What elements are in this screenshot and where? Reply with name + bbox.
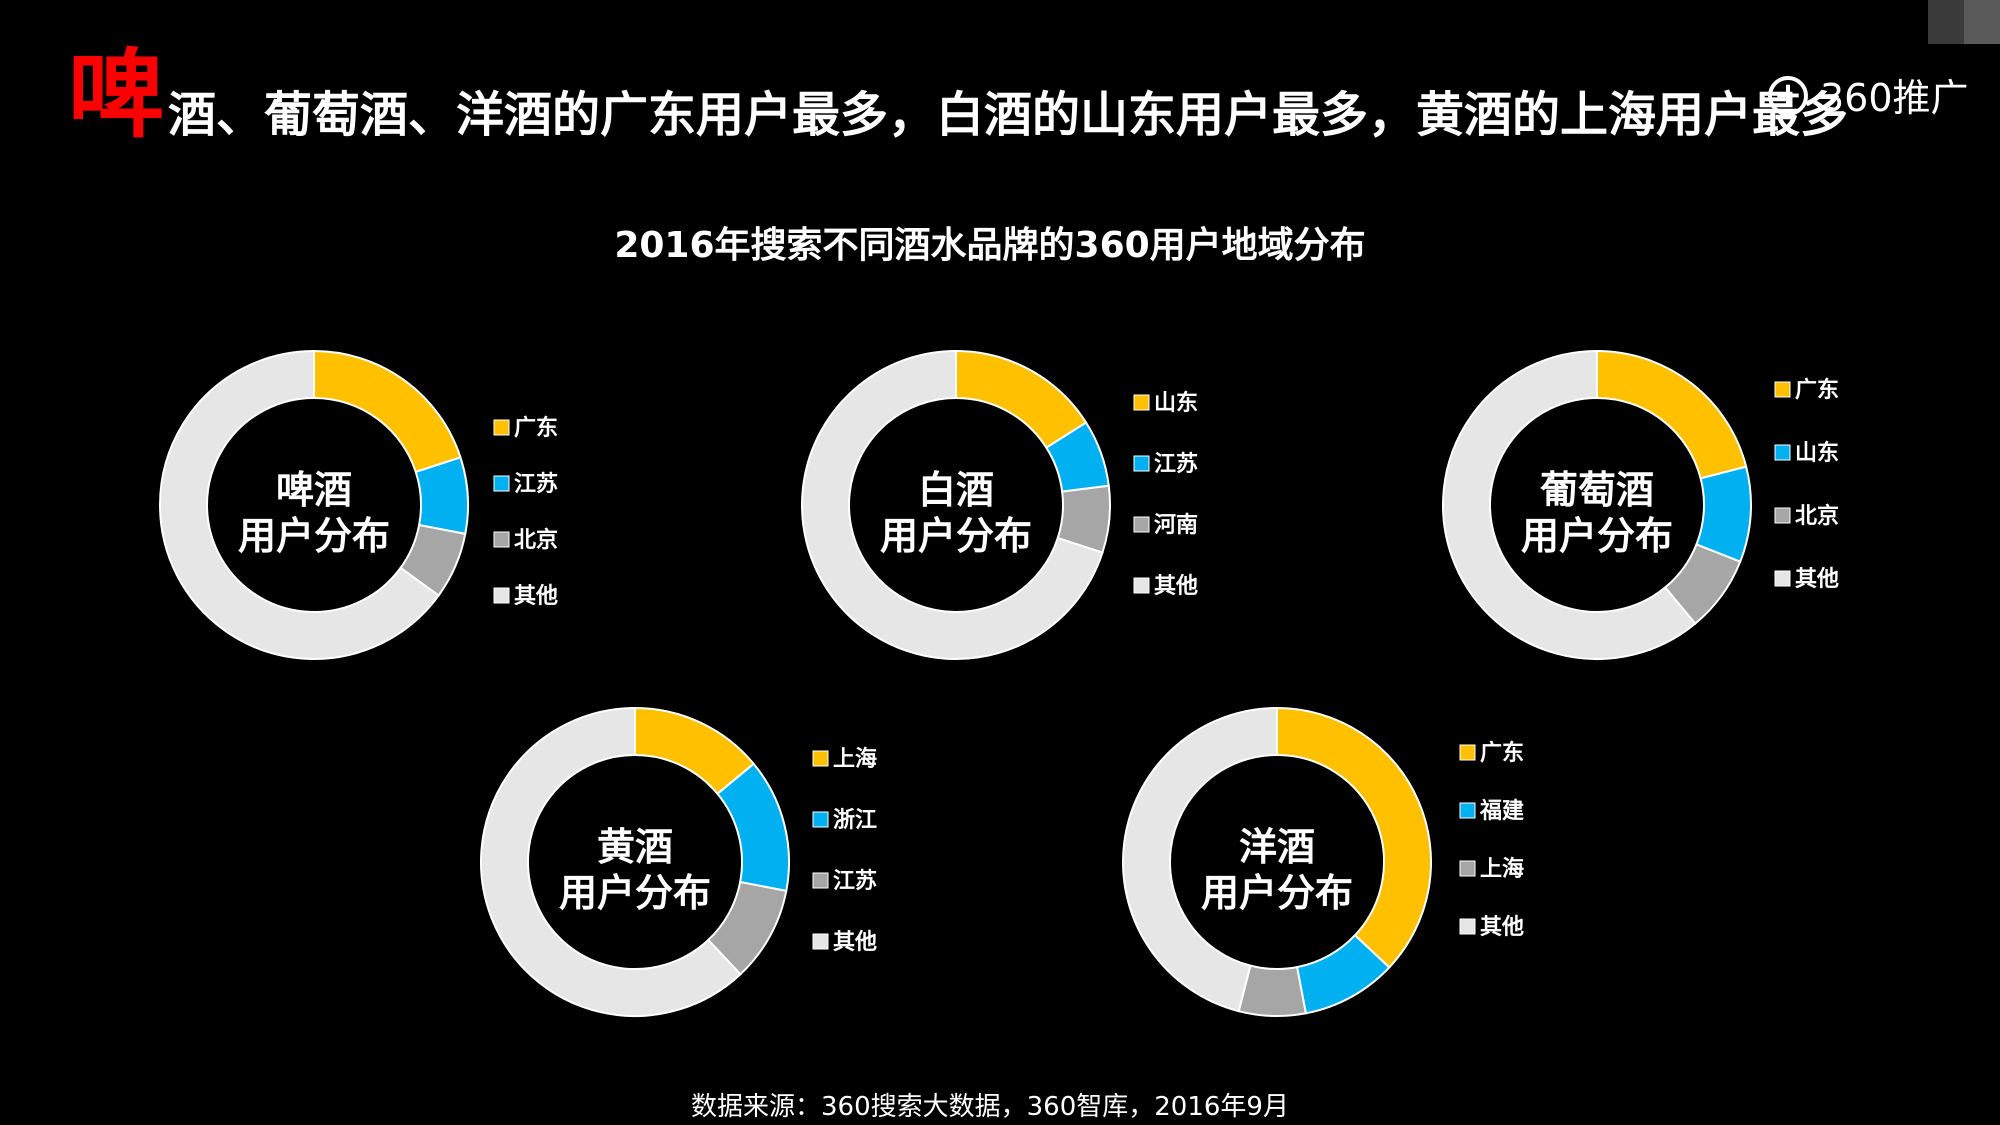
donut-slice-1	[955, 349, 1088, 450]
legend-label: 北京	[1795, 503, 1839, 529]
legend-swatch	[1459, 744, 1476, 761]
donut-center-label: 用户分布	[1201, 871, 1353, 915]
legend-swatch	[812, 872, 829, 889]
donut-slice-4	[1122, 706, 1278, 1013]
legend-swatch	[1459, 918, 1476, 935]
legend-swatch	[1774, 444, 1791, 461]
legend-swatch	[812, 933, 829, 950]
legend-label: 浙江	[833, 808, 877, 833]
legend-swatch	[493, 475, 510, 492]
legend-label: 广东	[1480, 740, 1524, 766]
donut-center-label: 黄酒	[597, 825, 673, 869]
legend-swatch	[1133, 394, 1150, 411]
donut-center-label: 用户分布	[238, 514, 390, 558]
headline: 啤 酒、葡萄酒、洋酒的广东用户最多，白酒的山东用户最多，黄酒的上海用户最多	[68, 39, 1848, 151]
legend-label: 其他	[1795, 567, 1839, 592]
donut-slice-2	[414, 456, 469, 536]
legend-swatch	[1774, 381, 1791, 398]
legend-label: 河南	[1154, 513, 1198, 538]
legend-label: 江苏	[1154, 451, 1198, 477]
legend-swatch	[1133, 577, 1150, 594]
legend-label: 江苏	[833, 868, 877, 894]
legend-label: 其他	[1154, 574, 1198, 599]
donut-slice-4	[480, 706, 742, 1017]
plus-icon: +	[1773, 75, 1803, 115]
legend-swatch	[1459, 802, 1476, 819]
donut-slice-4	[801, 349, 1104, 660]
logo-text: 360推广	[1820, 76, 1969, 120]
donut-center-label: 用户分布	[1521, 514, 1673, 558]
corner-decoration	[1928, 0, 1964, 44]
donut-center-label: 葡萄酒	[1540, 468, 1654, 512]
legend-label: 山东	[1154, 390, 1198, 416]
legend-label: 其他	[514, 584, 558, 609]
headline-text: 酒、葡萄酒、洋酒的广东用户最多，白酒的山东用户最多，黄酒的上海用户最多	[168, 87, 1849, 143]
legend-label: 上海	[1480, 856, 1524, 882]
legend-label: 江苏	[514, 471, 558, 497]
legend-swatch	[493, 419, 510, 436]
donut-slice-1	[1276, 706, 1432, 969]
data-source: 数据来源：360搜索大数据，360智库，2016年9月	[691, 1092, 1289, 1122]
donut-center-label: 啤酒	[276, 468, 352, 512]
donut-slice-4	[1442, 349, 1697, 660]
donut-center-label: 用户分布	[559, 871, 711, 915]
legend-label: 上海	[833, 746, 877, 772]
donut-slice-1	[1596, 349, 1748, 480]
legend-swatch	[1459, 860, 1476, 877]
donut-center-label: 用户分布	[880, 514, 1032, 558]
legend-label: 其他	[1480, 915, 1524, 940]
headline-first-char: 啤	[68, 39, 164, 151]
legend-swatch	[812, 811, 829, 828]
brand-logo: + 360推广	[1768, 70, 1969, 130]
donut-center-label: 白酒	[918, 468, 994, 512]
legend-label: 山东	[1795, 440, 1839, 466]
legend-swatch	[1133, 455, 1150, 472]
legend-swatch	[493, 531, 510, 548]
legend-swatch	[1774, 507, 1791, 524]
chart-subtitle: 2016年搜索不同酒水品牌的360用户地域分布	[614, 225, 1366, 266]
corner-decoration-light	[1964, 0, 2000, 44]
donut-slice-4	[159, 349, 440, 660]
donut-center-label: 洋酒	[1239, 825, 1315, 869]
legend-label: 北京	[514, 527, 558, 553]
legend-label: 广东	[1795, 377, 1839, 403]
legend-label: 其他	[833, 930, 877, 955]
legend-swatch	[493, 587, 510, 604]
legend-label: 福建	[1479, 799, 1524, 824]
plus-circle-icon	[1768, 76, 1808, 116]
donut-slice-1	[313, 349, 462, 474]
legend-swatch	[812, 750, 829, 767]
legend-label: 广东	[514, 415, 558, 441]
legend-swatch	[1133, 516, 1150, 533]
legend-swatch	[1774, 570, 1791, 587]
